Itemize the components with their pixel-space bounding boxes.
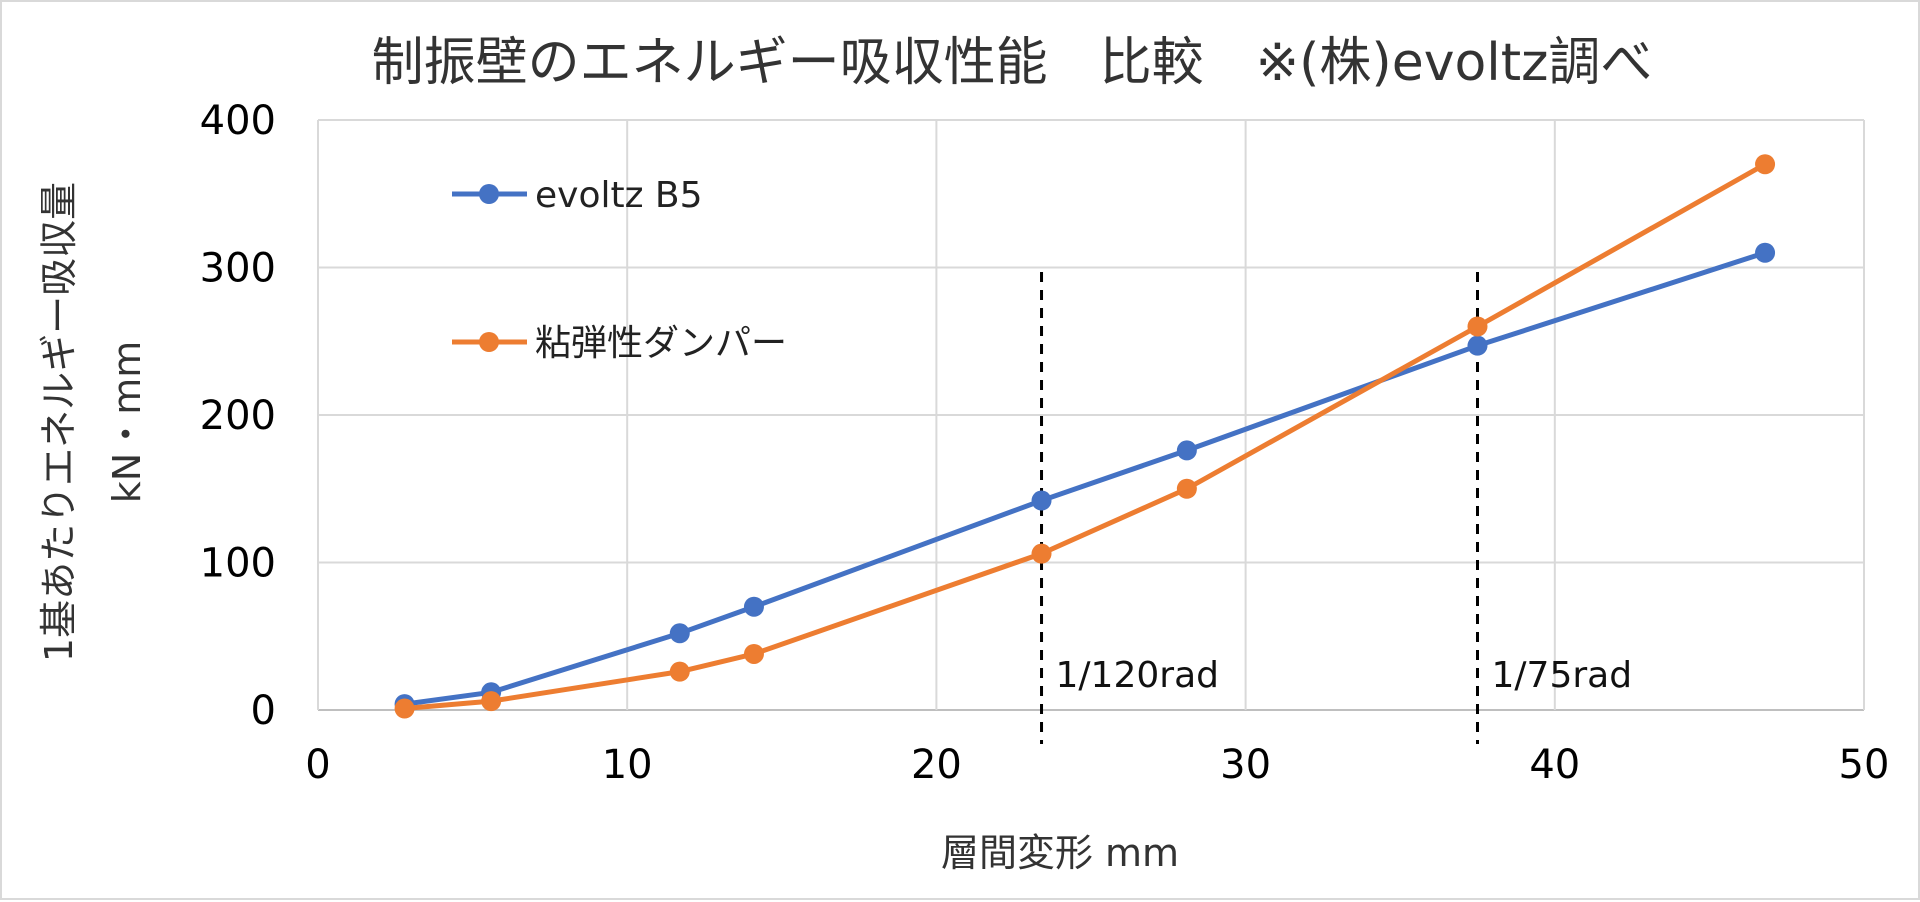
- x-tick-label: 20: [911, 742, 962, 788]
- data-point: [394, 698, 415, 719]
- y-tick-label: 400: [200, 98, 276, 144]
- legend: evoltz B5 粘弾性ダンパー: [452, 175, 787, 364]
- y-tick-label: 200: [200, 393, 276, 439]
- x-tick-label: 40: [1529, 742, 1580, 788]
- chart-title: 制振壁のエネルギー吸収性能 比較 ※(株)evoltz調べ: [372, 33, 1653, 93]
- data-point: [1467, 316, 1488, 337]
- reference-line-label: 1/75rad: [1492, 655, 1633, 696]
- y-axis-unit: kN・mm: [105, 341, 149, 503]
- series: [394, 154, 1776, 719]
- y-tick-label: 0: [251, 688, 276, 734]
- data-point: [1755, 154, 1776, 175]
- data-point: [669, 623, 690, 644]
- x-tick-label: 50: [1839, 742, 1890, 788]
- reference-lines: 1/120rad 1/75rad: [1040, 272, 1633, 744]
- data-point: [1176, 440, 1197, 461]
- reference-line-label: 1/120rad: [1056, 655, 1219, 696]
- data-point: [1176, 478, 1197, 499]
- data-point: [743, 596, 764, 617]
- x-tick-label: 10: [602, 742, 653, 788]
- data-point: [1467, 335, 1488, 356]
- data-point: [669, 661, 690, 682]
- data-point: [743, 643, 764, 664]
- legend-label: 粘弾性ダンパー: [535, 323, 787, 364]
- y-tick-label: 100: [200, 541, 276, 587]
- x-axis-title: 層間変形 mm: [941, 831, 1179, 875]
- data-point: [1031, 490, 1052, 511]
- data-point: [1031, 543, 1052, 564]
- grid: [317, 119, 1865, 711]
- data-point: [1755, 242, 1776, 263]
- series-line: [402, 250, 1768, 707]
- y-axis-title: 1基あたりエネルギー吸収量: [37, 182, 81, 662]
- x-tick-label: 30: [1220, 742, 1271, 788]
- legend-swatch-marker: [479, 332, 499, 352]
- legend-swatch-marker: [479, 184, 499, 204]
- legend-label: evoltz B5: [535, 175, 703, 216]
- series-line: [402, 161, 1768, 712]
- x-tick-label: 0: [305, 742, 330, 788]
- y-tick-label: 300: [200, 246, 276, 292]
- tick-labels: 0 100 200 300 400 0 10 20 30 40 50: [200, 98, 1890, 788]
- data-point: [481, 691, 502, 712]
